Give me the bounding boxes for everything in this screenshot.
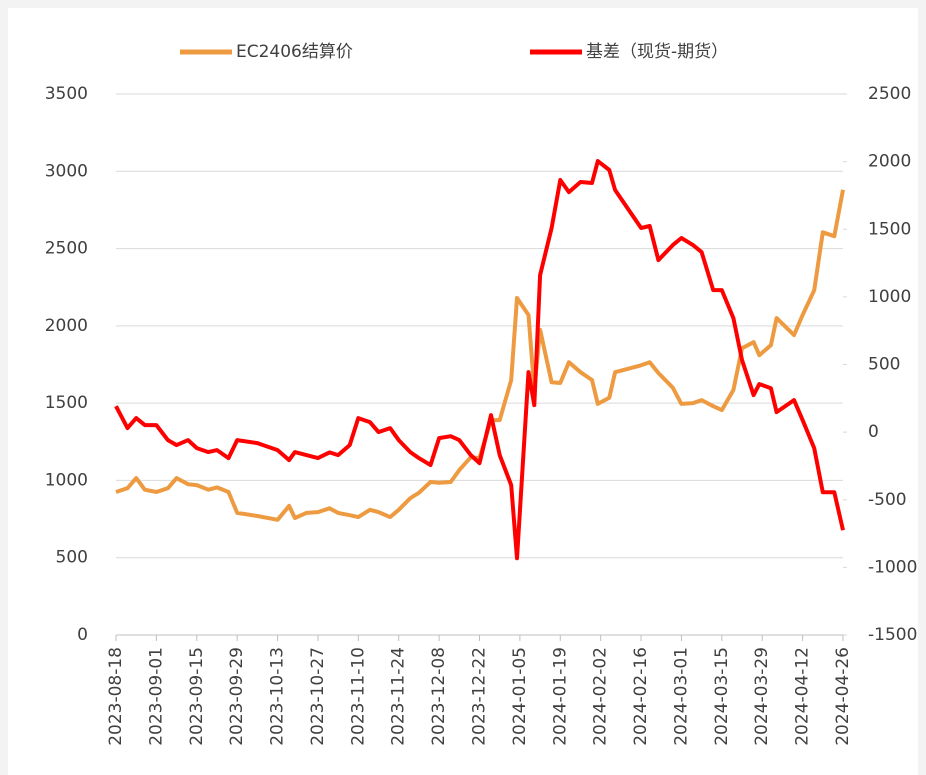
legend-label: 基差（现货-期货） [586, 42, 728, 62]
y-tick-label: 2500 [45, 239, 88, 259]
y-tick-label: 500 [56, 548, 88, 568]
y-tick-label: 1500 [45, 393, 88, 413]
x-tick-label: 2024-03-15 [712, 647, 732, 746]
y2-tick-label: 500 [868, 355, 900, 375]
x-tick-label: 2023-09-15 [187, 647, 207, 746]
y2-tick-label: -500 [868, 490, 907, 510]
x-tick-label: 2023-09-29 [227, 647, 247, 746]
series-line [114, 159, 845, 561]
plot-background [8, 8, 918, 775]
y2-tick-label: 1000 [868, 287, 911, 307]
x-tick-label: 2024-01-05 [510, 647, 530, 746]
x-tick-label: 2023-09-01 [146, 647, 166, 746]
y-tick-label: 1000 [45, 470, 88, 490]
x-tick-label: 2023-11-10 [348, 647, 368, 746]
y2-tick-label: 1500 [868, 219, 911, 239]
x-tick-label: 2024-03-29 [752, 647, 772, 746]
x-tick-label: 2024-04-12 [793, 647, 813, 746]
x-tick-label: 2024-01-19 [550, 647, 570, 746]
x-tick-label: 2023-12-22 [470, 647, 490, 746]
y-tick-label: 3000 [45, 161, 88, 181]
y2-tick-label: 2500 [868, 84, 911, 104]
y2-tick-label: -1000 [868, 557, 917, 577]
y-tick-label: 2000 [45, 316, 88, 336]
x-tick-label: 2024-02-02 [591, 647, 611, 746]
x-tick-label: 2023-11-24 [389, 647, 409, 746]
y-tick-label: 0 [77, 625, 88, 645]
x-tick-label: 2024-04-26 [833, 647, 853, 746]
x-tick-label: 2024-03-01 [671, 647, 691, 746]
x-tick-label: 2023-12-08 [429, 647, 449, 746]
x-tick-label: 2024-02-16 [631, 647, 651, 746]
legend-label: EC2406结算价 [236, 42, 353, 62]
y2-tick-label: -1500 [868, 625, 917, 645]
y2-tick-label: 0 [868, 422, 879, 442]
x-tick-label: 2023-10-27 [308, 647, 328, 746]
y-tick-label: 3500 [45, 84, 88, 104]
x-tick-label: 2023-10-13 [268, 647, 288, 746]
x-tick-label: 2023-08-18 [106, 647, 126, 746]
y2-tick-label: 2000 [868, 152, 911, 172]
